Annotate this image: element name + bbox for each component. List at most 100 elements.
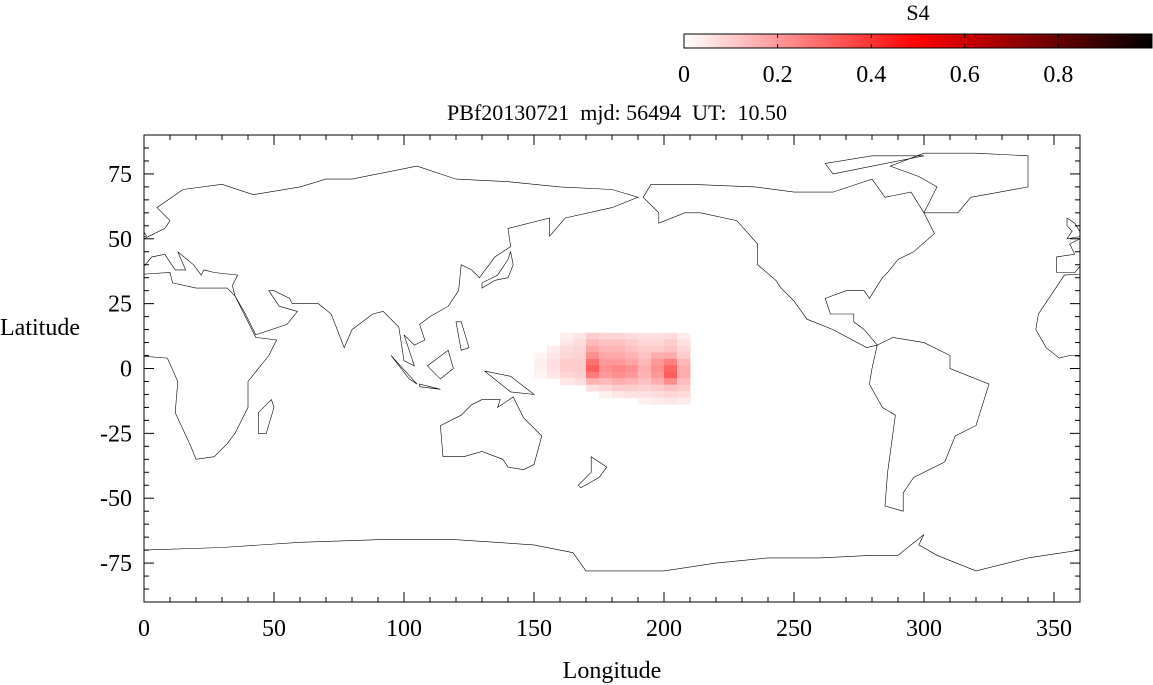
heatmap-cell xyxy=(599,332,613,340)
heatmap-cell xyxy=(625,358,639,366)
heatmap-cell xyxy=(534,365,548,373)
heatmap-cell xyxy=(599,365,613,373)
heatmap-cell xyxy=(625,332,639,340)
x-tick-label: 350 xyxy=(1036,616,1072,642)
heatmap-cell xyxy=(586,371,600,379)
y-tick-label: 25 xyxy=(108,292,132,318)
heatmap-cell xyxy=(573,339,587,347)
heatmap-cell xyxy=(612,391,626,399)
x-tick-label: 300 xyxy=(906,616,942,642)
coastline xyxy=(258,399,275,434)
heatmap-cell xyxy=(560,358,574,366)
coastline xyxy=(144,231,148,237)
heatmap-cell xyxy=(573,332,587,340)
heatmap-cell xyxy=(664,391,678,399)
heatmap-cell xyxy=(651,345,665,353)
coastline xyxy=(824,155,925,175)
heatmap-cell xyxy=(534,371,548,379)
heatmap-cell xyxy=(534,352,548,360)
heatmap-cell xyxy=(586,339,600,347)
colorbar-tick-label: 0.4 xyxy=(856,62,886,88)
heatmap-cell xyxy=(560,332,574,340)
heatmap-cell xyxy=(586,345,600,353)
heatmap-cell xyxy=(651,378,665,386)
y-tick-label: -25 xyxy=(100,421,132,447)
heatmap-cell xyxy=(638,358,652,366)
heatmap-cell xyxy=(560,365,574,373)
heatmap-cell xyxy=(599,378,613,386)
coastline xyxy=(1035,273,1080,359)
heatmap-cell xyxy=(586,352,600,360)
heatmap-cell xyxy=(638,339,652,347)
heatmap-cell xyxy=(677,391,691,399)
coastline xyxy=(144,272,278,460)
heatmap-cell xyxy=(573,365,587,373)
heatmap-cell xyxy=(625,352,639,360)
coastline xyxy=(577,456,608,489)
heatmap-cell xyxy=(677,397,691,405)
heatmap-cell xyxy=(612,371,626,379)
chart-title: PBf20130721 mjd: 56494 UT: 10.50 xyxy=(447,100,787,125)
colorbar-tick-label: 0.2 xyxy=(763,62,793,88)
heatmap-cell xyxy=(638,397,652,405)
heatmap-cell xyxy=(599,384,613,392)
heatmap-cell xyxy=(560,339,574,347)
coastline xyxy=(889,152,1029,214)
heatmap-cell xyxy=(599,371,613,379)
colorbar xyxy=(683,33,1153,49)
heatmap-cell xyxy=(547,365,561,373)
heatmap-cell xyxy=(547,371,561,379)
heatmap-cell xyxy=(612,345,626,353)
coastline xyxy=(144,165,639,367)
coastline xyxy=(1066,217,1080,240)
heatmap-cell xyxy=(638,378,652,386)
colorbar-ticks: 0 0.2 0.4 0.6 0.8 xyxy=(678,34,1073,88)
coastline xyxy=(481,250,514,289)
heatmap-cell xyxy=(638,332,652,340)
coastline xyxy=(426,349,454,380)
heatmap-cell xyxy=(638,345,652,353)
colorbar-tick-label: 0.6 xyxy=(950,62,980,88)
heatmap-cell xyxy=(612,384,626,392)
y-tick-label: 75 xyxy=(108,162,132,188)
heatmap-cell xyxy=(586,358,600,366)
heatmap-cell xyxy=(651,365,665,373)
heatmap-cell xyxy=(651,397,665,405)
heatmap-cell xyxy=(573,371,587,379)
heatmap-cell xyxy=(599,391,613,399)
heatmap-cell xyxy=(625,339,639,347)
x-axis-label: Longitude xyxy=(563,658,662,684)
y-axis-label: Latitude xyxy=(0,315,80,341)
heatmap-cell xyxy=(638,365,652,373)
heatmap-cell xyxy=(664,371,678,379)
heatmap-cell xyxy=(664,378,678,386)
heatmap-cell xyxy=(599,339,613,347)
heatmap-cell xyxy=(677,371,691,379)
heatmap-cell xyxy=(534,358,548,366)
heatmap-cell xyxy=(612,358,626,366)
y-tick-label: 50 xyxy=(108,227,132,253)
heatmap-cell xyxy=(612,365,626,373)
coastline xyxy=(455,321,470,351)
colorbar-tick-label: 0 xyxy=(678,62,690,88)
heatmap-cell xyxy=(664,397,678,405)
heatmap-cell xyxy=(651,384,665,392)
coastline xyxy=(440,396,543,471)
y-tick-label: -75 xyxy=(100,551,132,577)
heatmap-cell xyxy=(599,352,613,360)
heatmap-cell xyxy=(586,378,600,386)
heatmap-cell xyxy=(586,384,600,392)
heatmap-cell xyxy=(638,391,652,399)
colorbar-label: S4 xyxy=(906,0,929,25)
heatmap-cell xyxy=(625,365,639,373)
heatmap-cell xyxy=(599,345,613,353)
x-tick-label: 0 xyxy=(138,616,150,642)
heatmap-cell xyxy=(664,358,678,366)
heatmap-cell xyxy=(625,378,639,386)
coastline xyxy=(642,178,935,349)
coastline xyxy=(419,383,441,390)
heatmap-cell xyxy=(677,339,691,347)
heatmap-cell xyxy=(677,345,691,353)
heatmap-cell xyxy=(612,339,626,347)
heatmap-cell xyxy=(677,332,691,340)
